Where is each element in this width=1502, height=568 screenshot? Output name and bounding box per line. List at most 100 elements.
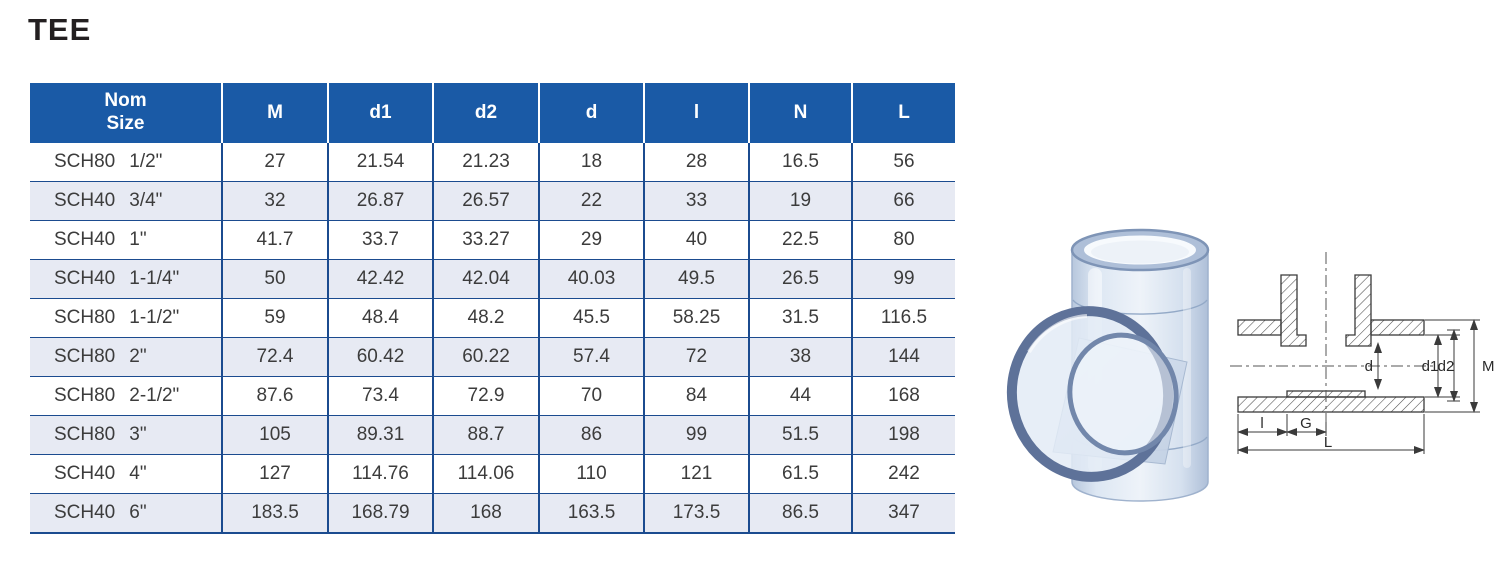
size-text: 6" <box>129 502 147 523</box>
nom-label: Nom <box>104 90 147 112</box>
table-cell: 38 <box>748 337 852 377</box>
table-cell: 32 <box>221 181 328 221</box>
table-cell: 168.79 <box>327 493 433 534</box>
nom-size-cell: SCH80 2" <box>30 337 222 377</box>
table-row: SCH40 1" 41.7 33.7 33.27 29 40 22.5 80 <box>30 220 955 260</box>
table-cell: 110 <box>538 454 644 494</box>
table-cell: 33.7 <box>327 220 433 260</box>
col-header-d1: d1 <box>328 83 434 143</box>
table-cell: 51.5 <box>748 415 852 455</box>
table-cell: 80 <box>851 220 955 260</box>
table-cell: 48.2 <box>432 298 539 338</box>
table-cell: 168 <box>851 376 955 416</box>
table-cell: 26.5 <box>748 259 852 299</box>
table-cell: 114.76 <box>327 454 433 494</box>
col-header-l: l <box>644 83 750 143</box>
nom-size-cell: SCH80 1-1/2" <box>30 298 222 338</box>
table-cell: 58.25 <box>643 298 749 338</box>
col-header-L: L <box>852 83 955 143</box>
table-cell: 49.5 <box>643 259 749 299</box>
table-row: SCH80 2" 72.4 60.42 60.22 57.4 72 38 144 <box>30 337 955 377</box>
table-cell: 26.87 <box>327 181 433 221</box>
table-cell: 18 <box>538 143 644 182</box>
table-cell: 116.5 <box>851 298 955 338</box>
schedule-text: SCH40 <box>54 229 116 250</box>
nom-size-cell: SCH40 3/4" <box>30 181 222 221</box>
nom-size-cell: SCH40 4" <box>30 454 222 494</box>
dim-label-d: d <box>1365 358 1373 375</box>
table-cell: 59 <box>221 298 328 338</box>
col-header-nom-size: Nom Size <box>30 83 223 143</box>
table-cell: 72.4 <box>221 337 328 377</box>
table-row: SCH80 2-1/2" 87.6 73.4 72.9 70 84 44 168 <box>30 376 955 416</box>
nom-size-cell: SCH40 1" <box>30 220 222 260</box>
tee-photo-illustration <box>1006 228 1210 502</box>
table-cell: 42.04 <box>432 259 539 299</box>
table-cell: 29 <box>538 220 644 260</box>
nom-size-cell: SCH80 1/2" <box>30 143 222 182</box>
table-cell: 45.5 <box>538 298 644 338</box>
table-cell: 33.27 <box>432 220 539 260</box>
table-row: SCH80 3" 105 89.31 88.7 86 99 51.5 198 <box>30 415 955 455</box>
size-text: 3" <box>129 424 147 445</box>
dim-label-G: G <box>1300 415 1312 432</box>
table-cell: 89.31 <box>327 415 433 455</box>
table-cell: 21.54 <box>327 143 433 182</box>
table-cell: 56 <box>851 143 955 182</box>
table-cell: 198 <box>851 415 955 455</box>
col-header-d2: d2 <box>433 83 540 143</box>
product-photo-clear-tee <box>995 212 1235 512</box>
col-header-d: d <box>539 83 645 143</box>
schedule-text: SCH80 <box>54 307 116 328</box>
size-text: 1" <box>129 229 147 250</box>
nom-size-cell: SCH80 2-1/2" <box>30 376 222 416</box>
table-cell: 61.5 <box>748 454 852 494</box>
size-text: 4" <box>129 463 147 484</box>
table-cell: 60.42 <box>327 337 433 377</box>
size-label: Size <box>106 113 145 134</box>
table-cell: 114.06 <box>432 454 539 494</box>
dim-label-d1: d1 <box>1422 358 1439 375</box>
nom-size-cell: SCH80 3" <box>30 415 222 455</box>
table-row: SCH80 1/2" 27 21.54 21.23 18 28 16.5 56 <box>30 143 955 182</box>
dimension-table: Nom Size M d1 d2 d l N L SCH80 1/2" 27 21… <box>30 83 955 534</box>
dim-label-l: l <box>1260 415 1263 432</box>
table-cell: 88.7 <box>432 415 539 455</box>
dimension-lines: d d1 d2 M l G L <box>1237 319 1495 454</box>
nom-size-cell: SCH40 6" <box>30 493 222 534</box>
size-text: 2" <box>129 346 147 367</box>
table-cell: 183.5 <box>221 493 328 534</box>
table-cell: 19 <box>748 181 852 221</box>
schedule-text: SCH80 <box>54 424 116 445</box>
size-text: 1-1/2" <box>129 307 180 328</box>
dim-label-d2: d2 <box>1438 358 1455 375</box>
table-cell: 168 <box>432 493 539 534</box>
table-row: SCH40 6" 183.5 168.79 168 163.5 173.5 86.… <box>30 493 955 534</box>
table-cell: 26.57 <box>432 181 539 221</box>
table-cell: 41.7 <box>221 220 328 260</box>
table-cell: 60.22 <box>432 337 539 377</box>
table-cell: 72 <box>643 337 749 377</box>
table-cell: 173.5 <box>643 493 749 534</box>
table-cell: 105 <box>221 415 328 455</box>
tee-side-branch <box>1006 306 1188 482</box>
table-cell: 40.03 <box>538 259 644 299</box>
tee-cross-section-diagram: d d1 d2 M l G L <box>1228 248 1502 473</box>
col-header-N: N <box>749 83 853 143</box>
schedule-text: SCH40 <box>54 190 116 211</box>
schedule-text: SCH40 <box>54 268 116 289</box>
header-row: Nom Size M d1 d2 d l N L <box>30 83 955 143</box>
table-cell: 127 <box>221 454 328 494</box>
table-cell: 33 <box>643 181 749 221</box>
dimension-table-container: Nom Size M d1 d2 d l N L SCH80 1/2" 27 21… <box>30 83 955 534</box>
table-row: SCH40 4" 127 114.76 114.06 110 121 61.5 2… <box>30 454 955 494</box>
centerlines <box>1230 252 1434 422</box>
schedule-text: SCH80 <box>54 385 116 406</box>
table-cell: 16.5 <box>748 143 852 182</box>
table-cell: 40 <box>643 220 749 260</box>
table-cell: 21.23 <box>432 143 539 182</box>
table-cell: 87.6 <box>221 376 328 416</box>
table-cell: 70 <box>538 376 644 416</box>
page-title: TEE <box>28 12 92 47</box>
table-cell: 27 <box>221 143 328 182</box>
